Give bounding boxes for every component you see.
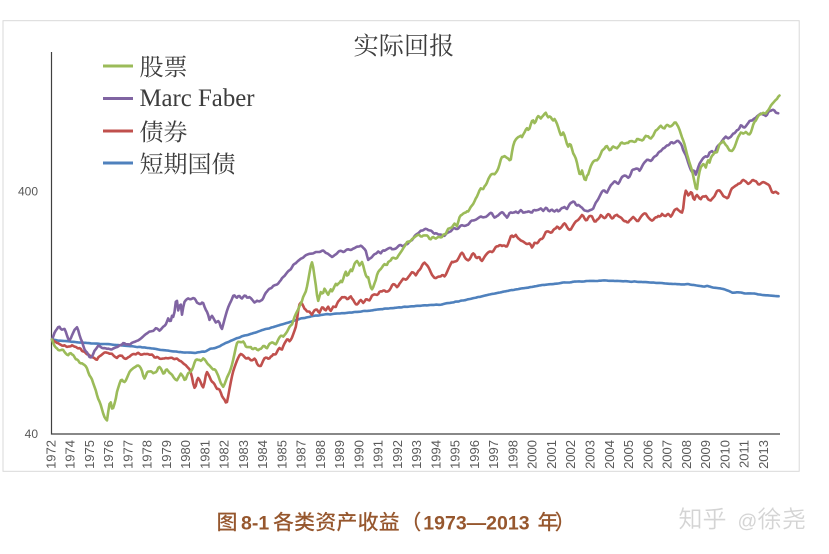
svg-text:Marc Faber: Marc Faber	[140, 85, 256, 112]
svg-text:1972: 1972	[43, 440, 58, 469]
svg-text:1994: 1994	[428, 440, 443, 469]
svg-text:2009: 2009	[698, 440, 713, 469]
svg-text:1991: 1991	[371, 440, 386, 469]
svg-text:1985: 1985	[274, 440, 289, 469]
svg-text:2007: 2007	[660, 440, 675, 469]
svg-text:2013: 2013	[756, 440, 771, 469]
svg-text:1973—2013: 1973—2013	[423, 513, 529, 535]
svg-text:2003: 2003	[583, 440, 598, 469]
svg-text:1976: 1976	[101, 440, 116, 469]
svg-text:1993: 1993	[409, 440, 424, 469]
svg-text:2005: 2005	[621, 440, 636, 469]
svg-text:2010: 2010	[717, 440, 732, 469]
svg-text:2000: 2000	[525, 440, 540, 469]
svg-text:1983: 1983	[236, 440, 251, 469]
svg-text:1988: 1988	[313, 440, 328, 469]
svg-text:2004: 2004	[602, 440, 617, 469]
svg-text:1979: 1979	[159, 440, 174, 469]
svg-text:2006: 2006	[640, 440, 655, 469]
svg-text:1981: 1981	[197, 440, 212, 469]
svg-text:1977: 1977	[120, 440, 135, 469]
svg-text:@: @	[738, 511, 758, 533]
svg-text:8-1: 8-1	[241, 513, 269, 535]
svg-text:2008: 2008	[679, 440, 694, 469]
svg-text:1992: 1992	[390, 440, 405, 469]
svg-text:1996: 1996	[467, 440, 482, 469]
svg-text:1998: 1998	[506, 440, 521, 469]
svg-text:400: 400	[18, 185, 38, 199]
svg-text:1978: 1978	[140, 440, 155, 469]
svg-text:1974: 1974	[63, 440, 78, 469]
svg-text:40: 40	[25, 427, 39, 441]
svg-text:1984: 1984	[255, 440, 270, 469]
svg-text:1975: 1975	[82, 440, 97, 469]
svg-text:1980: 1980	[178, 440, 193, 469]
svg-text:2002: 2002	[563, 440, 578, 469]
svg-text:1997: 1997	[486, 440, 501, 469]
svg-text:1989: 1989	[332, 440, 347, 469]
svg-text:1982: 1982	[217, 440, 232, 469]
svg-text:1990: 1990	[351, 440, 366, 469]
svg-text:1995: 1995	[448, 440, 463, 469]
svg-text:2001: 2001	[544, 440, 559, 469]
svg-text:1987: 1987	[294, 440, 309, 469]
svg-text:2011: 2011	[737, 440, 752, 468]
